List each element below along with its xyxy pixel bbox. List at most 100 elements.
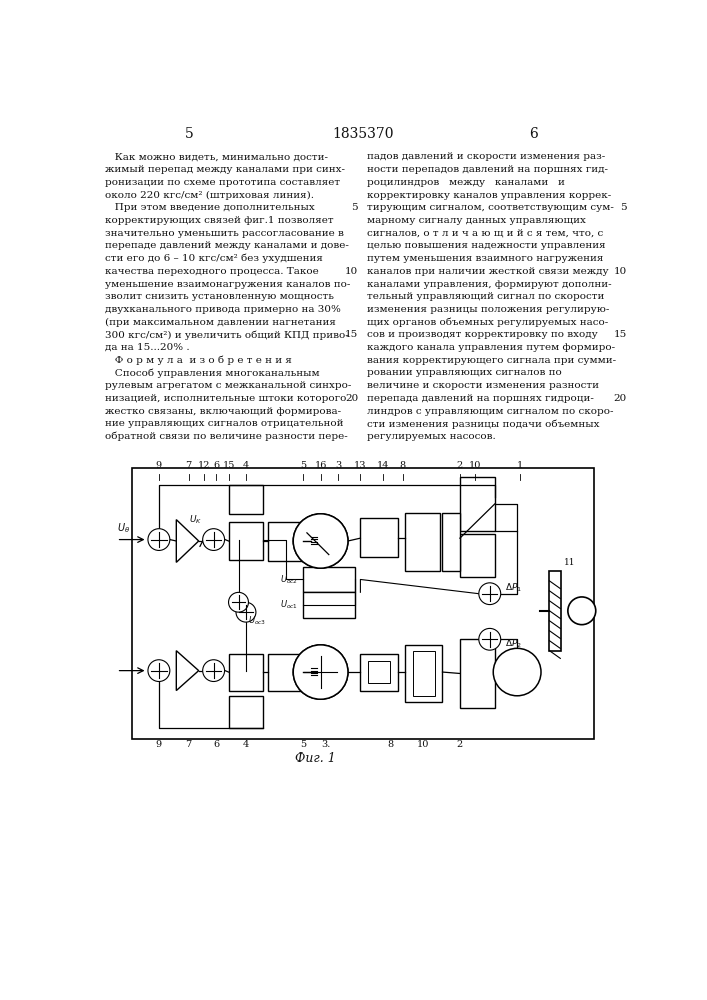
Circle shape bbox=[203, 529, 225, 550]
Text: качества переходного процесса. Такое: качества переходного процесса. Такое bbox=[105, 267, 319, 276]
Text: 6: 6 bbox=[213, 740, 219, 749]
Text: роцилиндров   между   каналами   и: роцилиндров между каналами и bbox=[368, 178, 566, 187]
Text: рулевым агрегатом с межканальной синхро-: рулевым агрегатом с межканальной синхро- bbox=[105, 381, 352, 390]
Bar bbox=[460, 477, 495, 531]
Polygon shape bbox=[176, 651, 199, 691]
Text: вания корректирующего сигнала при сумми-: вания корректирующего сигнала при сумми- bbox=[368, 356, 617, 365]
Circle shape bbox=[236, 602, 256, 622]
Text: каждого канала управления путем формиро-: каждого канала управления путем формиро- bbox=[368, 343, 616, 352]
Text: 13: 13 bbox=[354, 461, 367, 470]
Text: $\Delta P_2$: $\Delta P_2$ bbox=[505, 637, 522, 650]
Text: 300 кгс/см²) и увеличить общий КПД приво-: 300 кгс/см²) и увеличить общий КПД приво… bbox=[105, 330, 349, 340]
Text: $U_{oc2}$: $U_{oc2}$ bbox=[280, 573, 298, 586]
Text: 4: 4 bbox=[243, 740, 249, 749]
Text: 11: 11 bbox=[563, 558, 575, 567]
Text: 20: 20 bbox=[345, 394, 358, 403]
Text: 10: 10 bbox=[345, 267, 358, 276]
Bar bbox=[443, 513, 460, 571]
Circle shape bbox=[293, 514, 348, 568]
Text: около 220 кгс/см² (штриховая линия).: около 220 кгс/см² (штриховая линия). bbox=[105, 191, 315, 200]
Text: 14: 14 bbox=[377, 461, 389, 470]
Bar bbox=[269, 654, 303, 691]
Text: каналами управления, формируют дополни-: каналами управления, формируют дополни- bbox=[368, 280, 612, 289]
Bar bbox=[405, 645, 443, 702]
Text: ние управляющих сигналов отрицательной: ние управляющих сигналов отрицательной bbox=[105, 419, 344, 428]
Text: целью повышения надежности управления: целью повышения надежности управления bbox=[368, 241, 606, 250]
Text: тирующим сигналом, соответствующим сум-: тирующим сигналом, соответствующим сум- bbox=[368, 203, 614, 212]
Text: обратной связи по величине разности пере-: обратной связи по величине разности пере… bbox=[105, 432, 348, 441]
Text: 6: 6 bbox=[213, 461, 219, 470]
Text: (при максимальном давлении нагнетания: (при максимальном давлении нагнетания bbox=[105, 318, 337, 327]
Text: $U_K$: $U_K$ bbox=[189, 513, 202, 526]
Text: ровании управляющих сигналов по: ровании управляющих сигналов по bbox=[368, 368, 562, 377]
Text: 8: 8 bbox=[399, 461, 406, 470]
Circle shape bbox=[479, 583, 501, 605]
Text: низацией, исполнительные штоки которого: низацией, исполнительные штоки которого bbox=[105, 394, 347, 403]
Bar bbox=[460, 534, 495, 577]
Text: тельный управляющий сигнал по скорости: тельный управляющий сигнал по скорости bbox=[368, 292, 604, 301]
Circle shape bbox=[293, 645, 348, 699]
Text: 16: 16 bbox=[315, 461, 327, 470]
Text: 20: 20 bbox=[614, 394, 627, 403]
Text: 2: 2 bbox=[457, 461, 463, 470]
Text: Ф о р м у л а  и з о б р е т е н и я: Ф о р м у л а и з о б р е т е н и я bbox=[105, 355, 292, 365]
Text: ности перепадов давлений на поршнях гид-: ности перепадов давлений на поршнях гид- bbox=[368, 165, 609, 174]
Text: регулируемых насосов.: регулируемых насосов. bbox=[368, 432, 496, 441]
Text: Способ управления многоканальным: Способ управления многоканальным bbox=[105, 368, 320, 378]
Bar bbox=[303, 567, 356, 592]
Bar bbox=[228, 654, 264, 691]
Text: сов и производят корректировку по входу: сов и производят корректировку по входу bbox=[368, 330, 598, 339]
Bar bbox=[228, 696, 264, 728]
Text: 3.: 3. bbox=[321, 740, 330, 749]
Circle shape bbox=[479, 628, 501, 650]
Bar bbox=[405, 513, 440, 571]
Text: 6: 6 bbox=[530, 127, 538, 141]
Text: 5: 5 bbox=[300, 461, 306, 470]
Text: сигналов, о т л и ч а ю щ и й с я тем, что, с: сигналов, о т л и ч а ю щ и й с я тем, ч… bbox=[368, 229, 604, 238]
Text: щих органов объемных регулируемых насо-: щих органов объемных регулируемых насо- bbox=[368, 317, 609, 327]
Circle shape bbox=[203, 660, 225, 682]
Text: 3: 3 bbox=[335, 461, 341, 470]
Bar bbox=[228, 522, 264, 560]
Bar bbox=[303, 592, 356, 618]
Text: Фиг. 1: Фиг. 1 bbox=[296, 752, 336, 765]
Text: 9: 9 bbox=[156, 740, 162, 749]
Text: 1: 1 bbox=[517, 461, 522, 470]
Text: При этом введение дополнительных: При этом введение дополнительных bbox=[105, 203, 315, 212]
Bar bbox=[361, 518, 398, 557]
Text: 4: 4 bbox=[243, 461, 249, 470]
Text: 5: 5 bbox=[300, 740, 306, 749]
Text: величине и скорости изменения разности: величине и скорости изменения разности bbox=[368, 381, 600, 390]
Text: 5: 5 bbox=[351, 203, 358, 212]
Text: 5: 5 bbox=[620, 203, 627, 212]
Text: 10: 10 bbox=[614, 267, 627, 276]
Text: $U_\theta$: $U_\theta$ bbox=[117, 521, 130, 535]
Text: корректирующих связей фиг.1 позволяет: корректирующих связей фиг.1 позволяет bbox=[105, 216, 334, 225]
Text: 15: 15 bbox=[345, 330, 358, 339]
Text: 12: 12 bbox=[197, 461, 210, 470]
Text: ронизации по схеме прототипа составляет: ронизации по схеме прототипа составляет bbox=[105, 178, 341, 187]
Text: сти его до 6 – 10 кгс/см² без ухудшения: сти его до 6 – 10 кгс/см² без ухудшения bbox=[105, 254, 323, 263]
Text: $U_{oc1}$: $U_{oc1}$ bbox=[280, 599, 298, 611]
Text: $\Delta P_1$: $\Delta P_1$ bbox=[505, 582, 522, 594]
Circle shape bbox=[293, 514, 348, 568]
Text: марному сигналу данных управляющих: марному сигналу данных управляющих bbox=[368, 216, 586, 225]
Circle shape bbox=[148, 529, 170, 550]
Text: 8: 8 bbox=[387, 740, 393, 749]
Bar bbox=[228, 485, 264, 514]
Text: каналов при наличии жесткой связи между: каналов при наличии жесткой связи между bbox=[368, 267, 609, 276]
Circle shape bbox=[228, 592, 248, 612]
Bar bbox=[460, 639, 495, 708]
Text: жимый перепад между каналами при синх-: жимый перепад между каналами при синх- bbox=[105, 165, 346, 174]
Circle shape bbox=[568, 597, 596, 625]
Text: перепаде давлений между каналами и дове-: перепаде давлений между каналами и дове- bbox=[105, 241, 349, 250]
Text: изменения разницы положения регулирую-: изменения разницы положения регулирую- bbox=[368, 305, 609, 314]
Circle shape bbox=[293, 645, 348, 699]
Bar bbox=[549, 571, 561, 651]
Text: 7: 7 bbox=[186, 461, 192, 470]
Bar bbox=[269, 522, 303, 561]
Bar bbox=[368, 661, 390, 683]
Circle shape bbox=[148, 660, 170, 682]
Text: 10: 10 bbox=[416, 740, 428, 749]
Text: значительно уменьшить рассогласование в: значительно уменьшить рассогласование в bbox=[105, 229, 344, 238]
